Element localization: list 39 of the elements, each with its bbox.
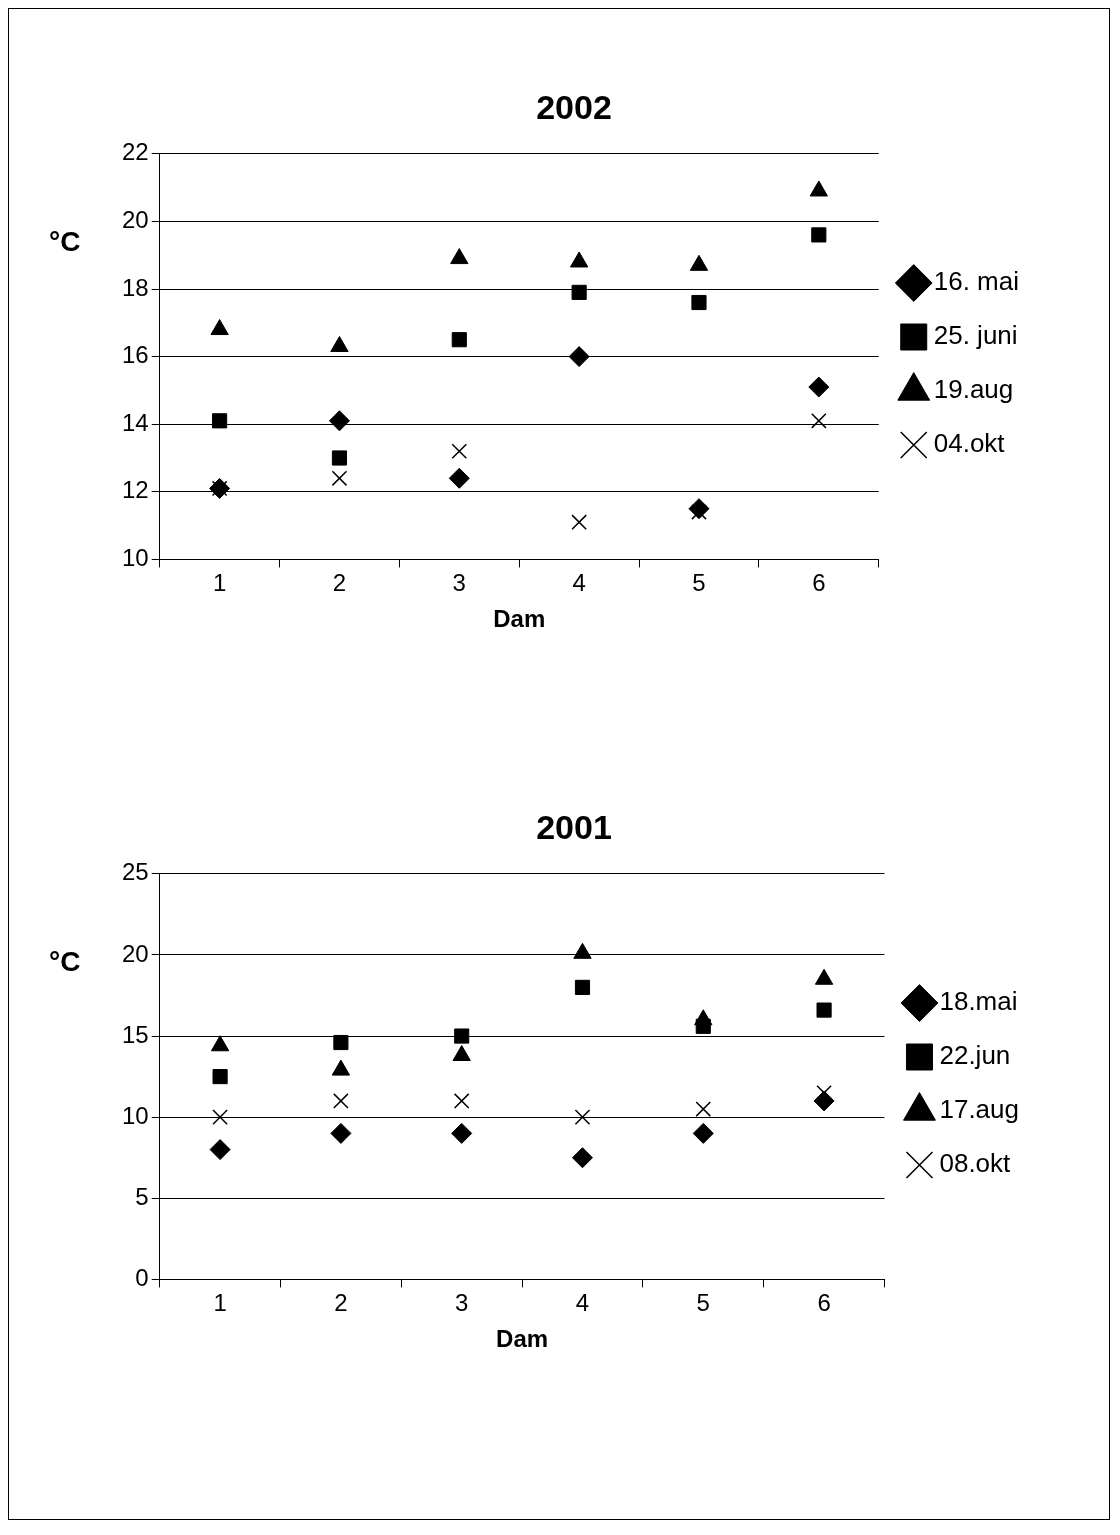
x-tick-label: 5: [692, 569, 706, 597]
y-tick-label: 25: [121, 858, 149, 886]
legend-label: 19.aug: [933, 374, 1014, 405]
y-tick-label: 20: [121, 206, 149, 234]
legend-label: 22.jun: [939, 1040, 1011, 1071]
legend-label: 17.aug: [939, 1094, 1020, 1125]
legend-label: 18.mai: [939, 986, 1018, 1017]
legend-label: 04.okt: [933, 428, 1006, 459]
x-tick-label: 1: [212, 569, 227, 597]
chart-title: 2001: [536, 807, 612, 846]
x-tick-label: 6: [812, 569, 826, 597]
y-tick-label: 10: [121, 1101, 149, 1129]
x-axis-title: Dam: [493, 605, 546, 633]
y-tick-label: 10: [121, 544, 149, 572]
legend-label: 08.okt: [939, 1148, 1012, 1179]
y-axis-title: °C: [49, 225, 81, 257]
y-tick-label: 18: [121, 273, 149, 301]
x-tick-label: 5: [696, 1289, 710, 1317]
legend-label: 16. mai: [933, 266, 1019, 297]
x-tick-label: 6: [817, 1289, 831, 1317]
x-tick-label: 1: [213, 1289, 227, 1317]
x-tick-label: 4: [575, 1289, 590, 1317]
y-tick-label: 12: [121, 476, 149, 504]
legend-label: 25. juni: [933, 320, 1018, 351]
y-tick-label: 5: [135, 1182, 149, 1210]
y-tick-label: 20: [121, 939, 149, 967]
x-tick-label: 3: [452, 569, 466, 597]
chart-title: 2002: [536, 87, 612, 126]
x-tick-label: 2: [334, 1289, 348, 1317]
y-tick-label: 0: [135, 1264, 149, 1292]
y-axis-title: °C: [49, 945, 81, 977]
y-tick-label: 22: [121, 138, 149, 166]
y-tick-label: 14: [121, 408, 149, 436]
x-axis-title: Dam: [496, 1325, 549, 1353]
y-tick-label: 15: [121, 1020, 149, 1048]
x-tick-label: 4: [572, 569, 586, 597]
y-tick-label: 16: [121, 341, 149, 369]
x-tick-label: 3: [455, 1289, 469, 1317]
x-tick-label: 2: [332, 569, 347, 597]
